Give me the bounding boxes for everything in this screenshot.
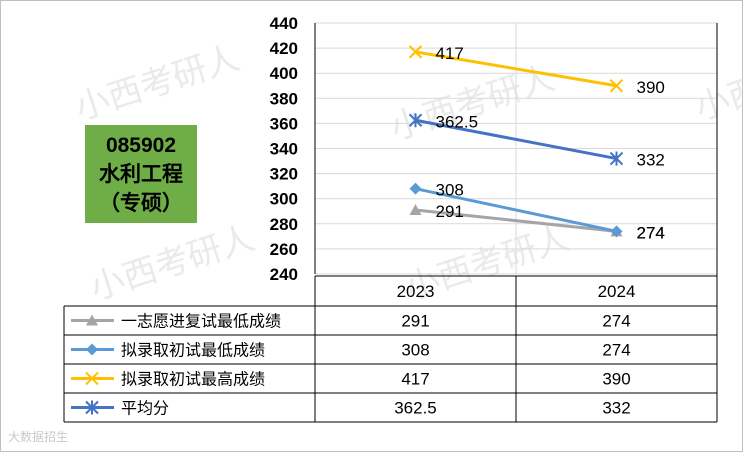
program-title-badge: 085902 水利工程 （专硕）	[85, 125, 197, 223]
category-label: 2024	[598, 282, 636, 301]
series-line-3	[415, 118, 617, 161]
program-type: （专硕）	[99, 191, 183, 215]
data-label: 291	[436, 202, 464, 221]
data-label: 274	[637, 223, 665, 242]
table-cell: 417	[401, 370, 429, 389]
y-tick-label: 360	[270, 114, 298, 133]
series-line-2	[415, 50, 617, 88]
data-label: 362.5	[436, 112, 479, 131]
series-2-point	[609, 79, 624, 93]
y-tick-label: 240	[270, 265, 298, 284]
legend-key-marker	[86, 343, 98, 356]
y-tick-label: 300	[270, 190, 298, 209]
series-line-1	[415, 187, 617, 233]
legend-label: 拟录取初试最高成绩	[121, 371, 265, 389]
plot-area: 240 260 280 300 320 340 360 380 400 420 440 291 274 3…	[270, 14, 718, 284]
series-3-point	[609, 151, 624, 166]
category-label: 2023	[397, 282, 435, 301]
legend-key-marker	[85, 400, 99, 415]
table-cell: 274	[602, 312, 630, 331]
legend-label: 拟录取初试最低成绩	[121, 342, 265, 360]
series-0-point	[409, 203, 422, 215]
table-cell: 362.5	[394, 399, 437, 418]
table-cell: 308	[401, 341, 429, 360]
table-cell: 332	[602, 399, 630, 418]
legend-key-marker-stroke	[85, 371, 99, 386]
y-tick-label: 420	[270, 39, 298, 58]
legend-key-marker-shape	[86, 343, 98, 356]
y-tick-label: 260	[270, 240, 298, 259]
data-label: 308	[436, 181, 464, 200]
series-0-point-shape	[409, 203, 422, 215]
y-tick-label: 340	[270, 140, 298, 159]
table-cell: 291	[401, 312, 429, 331]
series-1-point	[610, 225, 623, 238]
y-tick-label: 440	[270, 14, 298, 33]
legend-key-marker	[85, 371, 99, 386]
series-1-point	[409, 182, 422, 195]
data-label: 390	[637, 78, 665, 97]
series-2-point-stroke	[408, 45, 423, 59]
data-table: 2023 2024 一志愿进复试最低成绩 291 274 拟录取初试最低成绩 308 274 拟…	[63, 23, 718, 423]
series-3-point	[408, 113, 423, 128]
program-name: 水利工程	[99, 162, 183, 186]
series-1-point-shape	[610, 225, 623, 238]
y-tick-label: 380	[270, 89, 298, 108]
data-label: 332	[637, 151, 665, 170]
series-2-point-stroke	[609, 79, 624, 93]
program-code: 085902	[105, 133, 177, 157]
corner-watermark: 大数据招生	[8, 430, 69, 444]
data-label: 417	[436, 44, 464, 63]
table-cell: 274	[602, 341, 630, 360]
series-2-point	[408, 45, 423, 59]
table-cell: 390	[602, 370, 630, 389]
y-tick-label: 400	[270, 64, 298, 83]
y-tick-label: 320	[270, 165, 298, 184]
legend-label: 平均分	[121, 400, 169, 418]
series-1-point-shape	[409, 182, 422, 195]
legend-key-marker-shape	[86, 314, 98, 326]
legend-key-marker	[86, 314, 98, 326]
data-label: 274	[637, 223, 665, 242]
legend-label: 一志愿进复试最低成绩	[121, 313, 281, 331]
y-tick-label: 280	[270, 215, 298, 234]
series-line-0	[415, 208, 617, 233]
